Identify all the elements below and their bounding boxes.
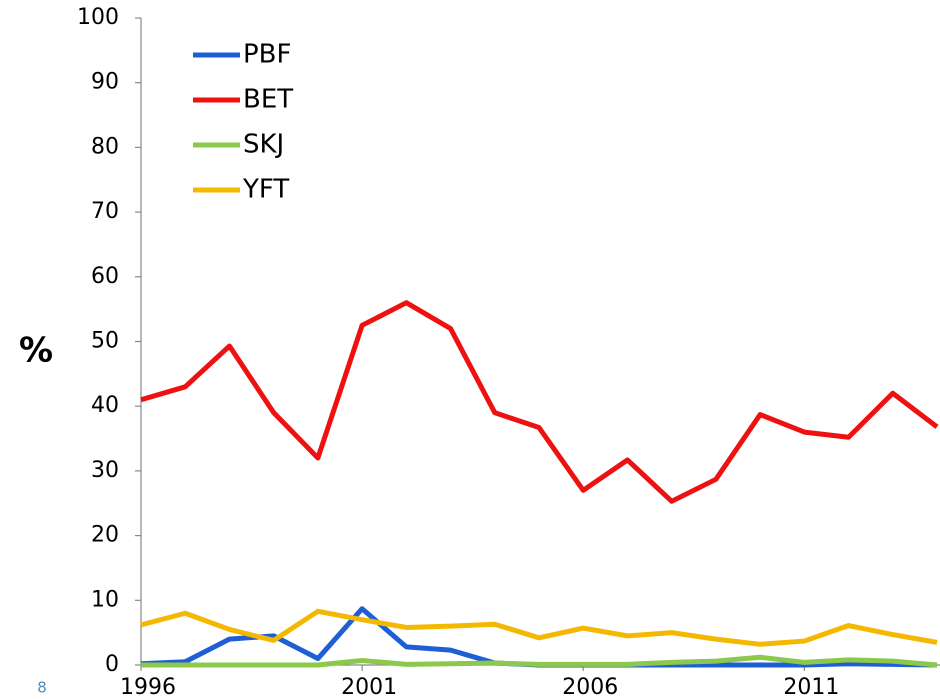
y-axis-label: % — [19, 331, 53, 371]
y-tick-label: 40 — [91, 393, 119, 418]
x-tick-label: 2006 — [562, 675, 618, 699]
legend-label: YFT — [242, 175, 289, 205]
y-tick-label: 70 — [91, 199, 119, 224]
legend-label: PBF — [243, 40, 291, 70]
page-number: 8 — [37, 679, 47, 697]
y-tick-label: 80 — [91, 134, 119, 159]
y-tick-label: 90 — [91, 70, 119, 95]
y-tick-label: 0 — [105, 652, 119, 677]
legend-label: BET — [243, 85, 293, 115]
x-tick-label: 2011 — [783, 675, 839, 699]
y-tick-label: 20 — [91, 523, 119, 548]
legend-label: SKJ — [243, 130, 284, 160]
x-tick-label: 2001 — [341, 675, 397, 699]
y-tick-label: 60 — [91, 264, 119, 289]
series-line — [140, 608, 938, 647]
y-tick-label: 30 — [91, 458, 119, 483]
y-tick-label: 10 — [91, 587, 119, 612]
x-tick-label: 1996 — [120, 675, 176, 699]
series-line — [140, 300, 939, 504]
y-tick-label: 50 — [91, 329, 119, 354]
series-line — [141, 654, 938, 668]
y-tick-label: 100 — [77, 5, 119, 30]
